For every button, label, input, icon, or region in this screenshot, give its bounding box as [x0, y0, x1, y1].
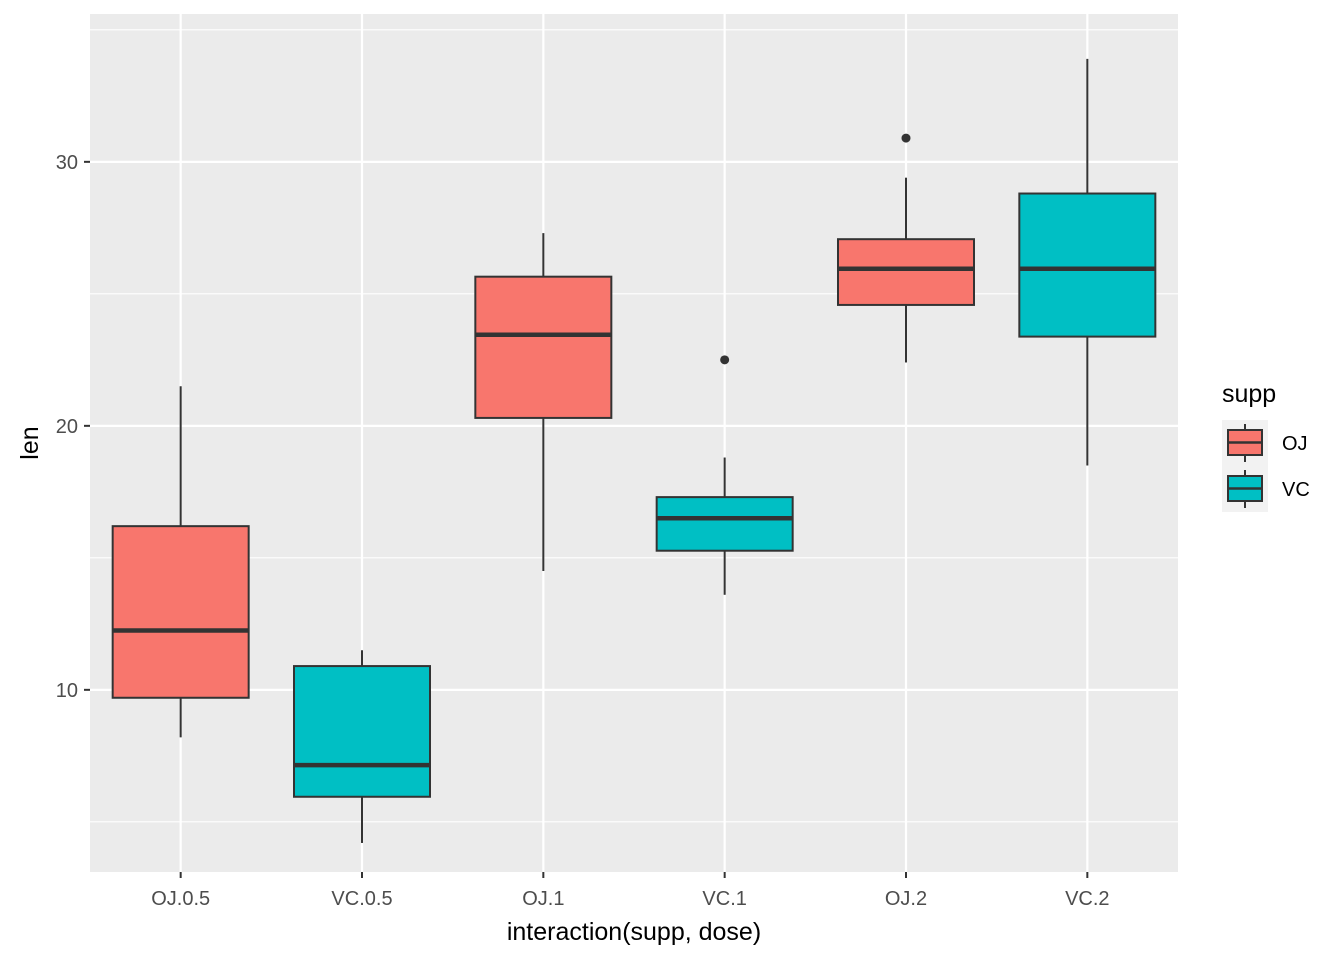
- x-tick-label: VC.2: [1065, 888, 1109, 910]
- box-OJ.0.5: [111, 386, 250, 738]
- x-axis-title: interaction(supp, dose): [507, 918, 761, 946]
- box-body: [1018, 192, 1157, 338]
- legend: supp OJ VC: [1222, 380, 1310, 512]
- grid-minor: [90, 29, 1178, 823]
- y-tick-label: 10: [56, 680, 78, 702]
- box-body: [837, 238, 975, 306]
- x-tick-label: OJ.1: [522, 888, 564, 910]
- legend-title: supp: [1222, 380, 1276, 408]
- x-tick-label: OJ.0.5: [151, 888, 210, 910]
- x-axis: OJ.0.5 VC.0.5 OJ.1 VC.1 OJ.2 VC.2: [151, 872, 1110, 910]
- box-body: [474, 275, 613, 419]
- legend-label: OJ: [1282, 433, 1308, 455]
- legend-label: VC: [1282, 479, 1310, 501]
- x-tick-label: VC.0.5: [331, 888, 392, 910]
- x-tick-label: OJ.2: [885, 888, 927, 910]
- box-VC.0.5: [293, 650, 431, 843]
- y-axis-title: len: [16, 426, 44, 459]
- box-body: [655, 496, 794, 552]
- box-body: [293, 665, 431, 798]
- plot-panel: [90, 14, 1178, 872]
- y-tick-label: 30: [56, 152, 78, 174]
- box-VC.2: [1018, 58, 1157, 466]
- box-body: [111, 525, 250, 699]
- legend-item-vc: VC: [1222, 466, 1310, 512]
- outlier-point: [720, 355, 730, 365]
- y-axis: 10 20 30: [56, 152, 90, 702]
- x-tick-label: VC.1: [702, 888, 746, 910]
- outlier-point: [901, 133, 911, 143]
- box-VC.1: [655, 355, 794, 595]
- box-OJ.2: [837, 133, 975, 363]
- legend-item-oj: OJ: [1222, 420, 1308, 466]
- y-tick-label: 20: [56, 416, 78, 438]
- box-OJ.1: [474, 233, 613, 572]
- boxes: [111, 58, 1157, 843]
